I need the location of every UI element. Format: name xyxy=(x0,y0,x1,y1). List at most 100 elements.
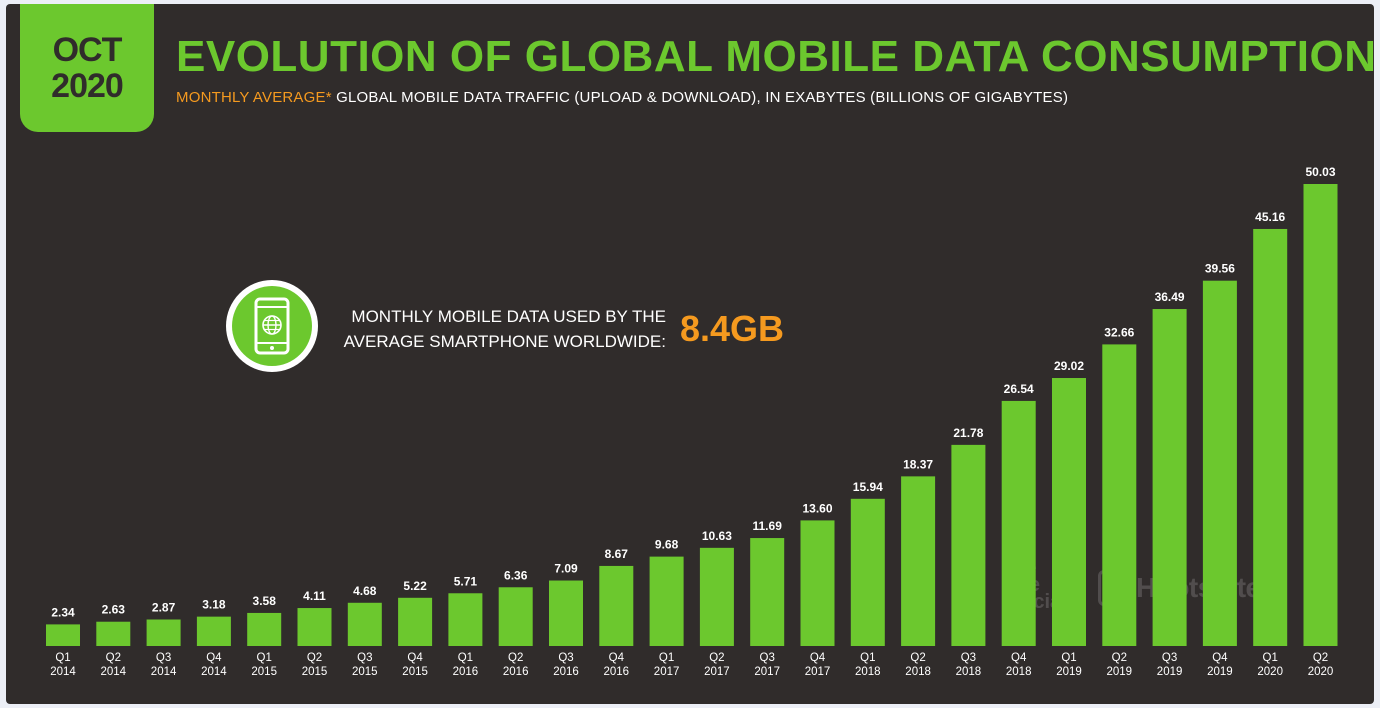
bar-q3-2016 xyxy=(549,580,583,646)
x-tick-year: 2018 xyxy=(956,666,982,678)
x-tick-quarter: Q4 xyxy=(1212,652,1228,664)
x-tick-quarter: Q4 xyxy=(1011,652,1027,664)
bar-value-label: 6.36 xyxy=(504,568,528,582)
bar-q2-2019 xyxy=(1102,344,1137,646)
x-tick-year: 2016 xyxy=(503,666,529,678)
x-tick-year: 2017 xyxy=(654,666,680,678)
bar-q4-2019 xyxy=(1202,280,1237,646)
x-tick-year: 2016 xyxy=(553,666,579,678)
x-tick-year: 2018 xyxy=(1006,666,1032,678)
bar-value-label: 50.03 xyxy=(1305,165,1335,179)
x-tick-quarter: Q4 xyxy=(407,652,423,664)
date-month: OCT xyxy=(52,31,123,69)
bar-value-label: 7.09 xyxy=(554,562,578,576)
bar-value-label: 10.63 xyxy=(702,529,732,543)
x-tick-year: 2017 xyxy=(704,666,730,678)
x-tick-quarter: Q1 xyxy=(1263,652,1278,664)
bar-q3-2014 xyxy=(146,619,181,646)
x-tick-quarter: Q1 xyxy=(860,652,875,664)
bar-q2-2014 xyxy=(96,621,131,646)
bar-value-label: 11.69 xyxy=(753,519,783,533)
x-tick-year: 2018 xyxy=(905,666,931,678)
bar-q2-2018 xyxy=(901,476,936,646)
bar-value-label: 13.60 xyxy=(802,501,832,515)
bar-q1-2014 xyxy=(46,624,80,646)
bar-q4-2016 xyxy=(599,565,634,646)
bar-q3-2018 xyxy=(951,444,986,646)
bar-value-label: 4.11 xyxy=(303,589,326,603)
x-tick-year: 2019 xyxy=(1207,666,1233,678)
x-tick-quarter: Q1 xyxy=(257,652,272,664)
x-tick-quarter: Q2 xyxy=(910,652,925,664)
subtitle-text: GLOBAL MOBILE DATA TRAFFIC (UPLOAD & DOW… xyxy=(331,89,1069,106)
x-tick-year: 2014 xyxy=(50,666,76,678)
bar-value-label: 9.68 xyxy=(655,538,679,552)
x-tick-quarter: Q2 xyxy=(1313,652,1328,664)
x-tick-quarter: Q2 xyxy=(709,652,724,664)
x-tick-year: 2016 xyxy=(604,666,630,678)
x-tick-year: 2017 xyxy=(805,666,831,678)
bar-value-label: 29.02 xyxy=(1054,359,1084,373)
x-tick-quarter: Q1 xyxy=(659,652,674,664)
bar-q3-2019 xyxy=(1152,309,1187,646)
bar-q3-2017 xyxy=(750,538,785,646)
x-tick-year: 2016 xyxy=(453,666,479,678)
chart-title: EVOLUTION OF GLOBAL MOBILE DATA CONSUMPT… xyxy=(176,32,1374,81)
callout-value: 8.4GB xyxy=(680,308,785,349)
x-tick-year: 2014 xyxy=(151,666,177,678)
x-tick-quarter: Q3 xyxy=(156,652,171,664)
bar-chart: 2.34 Q1 2014 2.63 Q2 2014 2.87 Q3 2014 3.18 Q4 2014… xyxy=(46,165,1338,678)
bar-value-label: 36.49 xyxy=(1155,290,1185,304)
infographic-panel: OCT 2020 EVOLUTION OF GLOBAL MOBILE DATA… xyxy=(6,4,1374,704)
bar-q1-2018 xyxy=(850,498,885,646)
x-tick-quarter: Q2 xyxy=(1112,652,1127,664)
bar-q1-2015 xyxy=(247,612,282,646)
bar-q2-2020 xyxy=(1303,184,1338,646)
chart-subtitle: MONTHLY AVERAGE* GLOBAL MOBILE DATA TRAF… xyxy=(176,89,1068,106)
bar-value-label: 32.66 xyxy=(1104,325,1134,339)
bar-value-label: 21.78 xyxy=(953,426,983,440)
bar-value-label: 3.18 xyxy=(202,598,226,612)
x-tick-year: 2019 xyxy=(1056,666,1082,678)
x-tick-quarter: Q2 xyxy=(508,652,523,664)
x-tick-quarter: Q2 xyxy=(307,652,322,664)
bar-q2-2016 xyxy=(498,587,533,646)
x-tick-year: 2017 xyxy=(754,666,780,678)
bar-q1-2020 xyxy=(1253,228,1288,647)
bar-q4-2018 xyxy=(1001,400,1036,646)
bar-value-label: 4.68 xyxy=(353,584,377,598)
date-badge: OCT 2020 xyxy=(20,4,154,132)
x-tick-year: 2018 xyxy=(855,666,881,678)
bar-value-label: 8.67 xyxy=(605,547,629,561)
bar-value-label: 2.87 xyxy=(152,600,176,614)
subtitle-highlight: MONTHLY AVERAGE* xyxy=(176,89,332,106)
bar-q1-2017 xyxy=(649,556,684,646)
x-tick-quarter: Q3 xyxy=(1162,652,1177,664)
bar-value-label: 5.22 xyxy=(403,579,427,593)
bar-q4-2014 xyxy=(196,616,231,646)
x-tick-year: 2015 xyxy=(352,666,378,678)
x-tick-quarter: Q1 xyxy=(458,652,473,664)
bar-value-label: 5.71 xyxy=(454,574,478,588)
bar-q4-2015 xyxy=(398,597,433,646)
bar-q1-2019 xyxy=(1052,378,1086,646)
bar-value-label: 45.16 xyxy=(1255,210,1285,224)
bar-value-label: 2.34 xyxy=(51,605,75,619)
x-tick-quarter: Q2 xyxy=(106,652,121,664)
x-tick-year: 2015 xyxy=(251,666,277,678)
bar-q3-2015 xyxy=(347,602,382,646)
x-tick-quarter: Q1 xyxy=(1061,652,1076,664)
x-tick-year: 2014 xyxy=(201,666,227,678)
x-tick-quarter: Q3 xyxy=(760,652,775,664)
x-tick-year: 2019 xyxy=(1157,666,1183,678)
bar-q4-2017 xyxy=(800,520,835,646)
x-tick-quarter: Q3 xyxy=(961,652,976,664)
callout-text: MONTHLY MOBILE DATA USED BY THE AVERAGE … xyxy=(326,304,666,354)
bar-value-label: 26.54 xyxy=(1004,382,1034,396)
x-tick-quarter: Q4 xyxy=(206,652,222,664)
x-tick-year: 2014 xyxy=(101,666,127,678)
x-tick-quarter: Q1 xyxy=(55,652,70,664)
x-tick-year: 2015 xyxy=(402,666,428,678)
bar-value-label: 18.37 xyxy=(903,457,933,471)
x-tick-year: 2020 xyxy=(1257,666,1283,678)
